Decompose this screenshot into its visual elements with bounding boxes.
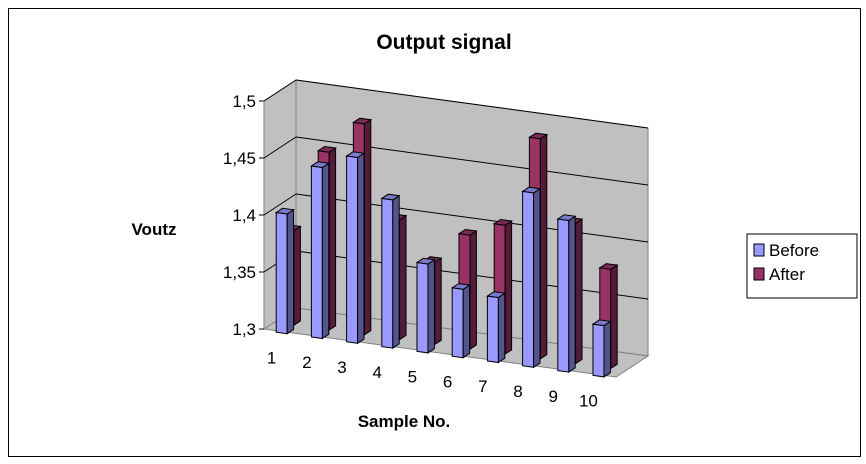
bar-after-10-side (610, 264, 618, 370)
bar-before-3-top (345, 151, 366, 159)
bar-after-1-side (293, 225, 301, 327)
bar-after-6-top (457, 228, 478, 236)
y-tick-label: 1,35 (223, 263, 256, 282)
x-tick-label: 6 (443, 372, 452, 391)
x-axis-title: Sample No. (358, 412, 451, 431)
bar-after-9-side (575, 218, 583, 365)
bar-before-5-top (415, 257, 436, 265)
bar-before-6-side (462, 284, 471, 359)
bar-before-1-front (275, 211, 288, 335)
bar-after-4-side (399, 214, 407, 341)
bar-before-3-side (357, 152, 365, 345)
bar-before-4-front (381, 197, 394, 349)
x-tick-label: 4 (372, 363, 381, 382)
y-axis-title: Voutz (131, 220, 176, 239)
bar-before-9 (556, 214, 577, 374)
bar-before-4-top (380, 193, 401, 201)
gridline (263, 136, 297, 159)
bar-before-2-front (310, 165, 323, 340)
chart-title: Output signal (376, 31, 511, 54)
y-tick-label: 1,5 (232, 92, 256, 111)
gridline (295, 79, 649, 129)
bar-before-8-top (521, 186, 542, 194)
x-tick-label: 1 (267, 348, 276, 367)
bar-before-1 (274, 207, 295, 335)
gridline (263, 79, 297, 102)
bar-before-10-side (603, 320, 611, 378)
bar-before-4 (380, 193, 401, 350)
bar-before-7-top (486, 291, 507, 299)
bar-before-3-front (346, 155, 359, 344)
bar-after-5-side (434, 257, 442, 346)
x-tick-label: 8 (513, 382, 522, 401)
bar-before-3 (345, 151, 366, 345)
bar-before-8-front (522, 190, 535, 368)
bar-after-7-side (504, 220, 513, 355)
bar-before-6 (450, 283, 471, 359)
bar-before-1-side (286, 208, 295, 335)
bar-before-9-top (556, 214, 577, 222)
bar-before-8-side (533, 187, 541, 369)
legend-swatch-before (753, 243, 765, 257)
bar-after-10-top (598, 263, 619, 270)
bar-before-5-side (427, 258, 435, 354)
chart-area: Output signal Voutz Sample No. 1,3 1,35 1,… (8, 8, 861, 457)
bar-after-8-side (539, 133, 548, 360)
bar-after-2-side (328, 147, 337, 331)
legend-label-after: After (769, 265, 805, 284)
bar-before-5-front (416, 261, 429, 354)
x-tick-label: 10 (579, 392, 598, 411)
bar-before-8 (521, 186, 542, 369)
bar-before-1-top (274, 207, 295, 215)
y-tick-label: 1,4 (232, 206, 256, 225)
x-tick-label: 7 (478, 377, 487, 396)
bar-before-2 (310, 161, 331, 340)
bar-before-7-front (486, 295, 499, 364)
legend-swatch-after (753, 267, 765, 281)
x-tick-label: 3 (337, 358, 346, 377)
chart-canvas: Output signal Voutz Sample No. 1,31,351,… (131, 31, 858, 431)
bar-after-3-side (363, 118, 372, 336)
y-tick-label: 1,3 (232, 320, 256, 339)
bar-after-6-side (469, 230, 477, 351)
x-tick-label: 9 (548, 387, 557, 406)
bar-after-7-top (492, 218, 513, 226)
bar-before-4-side (392, 194, 400, 350)
bar-after-3-top (352, 117, 373, 125)
x-tick-label: 2 (302, 353, 311, 372)
bar-before-9-side (568, 215, 576, 374)
bar-before-10 (591, 319, 612, 378)
legend: Before After (746, 233, 858, 299)
bar-before-2-top (310, 161, 331, 169)
bar-before-5 (415, 257, 436, 354)
bar-after-8-top (528, 132, 549, 140)
bar-after-2-top (316, 145, 337, 153)
bar-before-2-side (321, 162, 330, 340)
bar-before-6-front (451, 287, 464, 359)
bar-before-9-front (557, 218, 570, 373)
legend-label-before: Before (769, 241, 819, 260)
plot-area: 1,3 1,35 1,4 1,45 1,5 1 2 3 4 5 6 7 8 9 10 (223, 79, 650, 411)
bar-before-7-side (497, 292, 506, 364)
bar-before-7 (486, 291, 507, 364)
legend-box (746, 233, 858, 299)
x-tick-label: 5 (408, 368, 417, 387)
gridline (263, 193, 297, 216)
bar-before-10-front (592, 323, 605, 378)
bar-before-6-top (450, 283, 471, 290)
bar-before-10-top (591, 319, 612, 327)
y-tick-label: 1,45 (223, 149, 256, 168)
